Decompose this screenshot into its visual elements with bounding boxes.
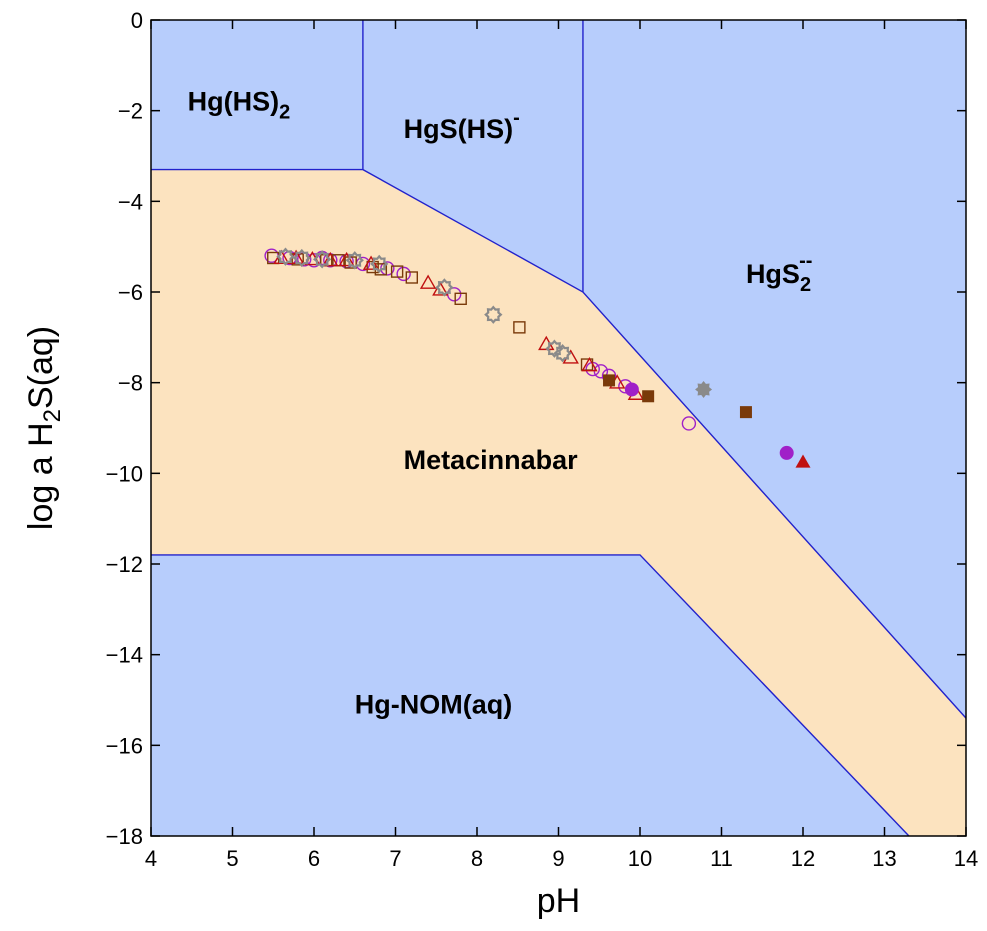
- region-label-subscript: 2: [279, 102, 290, 124]
- data-point-gear-open: [370, 254, 389, 274]
- data-point-square-open: [390, 265, 404, 278]
- data-point-square-open: [454, 292, 467, 305]
- x-tick-label: 8: [471, 846, 483, 871]
- boundary-layer: [151, 20, 967, 837]
- data-point-gear-open: [545, 339, 564, 358]
- data-point-gear-open: [276, 247, 295, 266]
- ticks-layer: 4 5 6 7 8 9 10 11 12 13 14 0 −2 −4 −6 −8 −10 −12 −14 −16 −18: [106, 8, 979, 871]
- y-tick-label: −16: [106, 733, 143, 758]
- region-aqueous-1: [362, 20, 583, 292]
- x-tick-label: 5: [226, 846, 238, 871]
- data-point-triangle-open: [338, 251, 355, 267]
- region-label-3: Metacinnabar: [404, 445, 579, 475]
- data-points-layer: [264, 247, 811, 468]
- region-aqueous-0: [151, 20, 363, 170]
- y-tick-label: −12: [106, 552, 143, 577]
- region-label-subscript: 2: [800, 274, 811, 296]
- data-point-square-filled: [603, 374, 616, 387]
- data-point-triangle-filled: [795, 454, 811, 468]
- data-point-gear-open: [553, 344, 572, 363]
- y-axis-title-rest: S(aq): [22, 326, 60, 409]
- y-tick-label: −4: [118, 189, 143, 214]
- data-point-square-filled: [739, 406, 752, 419]
- y-tick-label: −18: [106, 824, 143, 849]
- data-point-square-open: [513, 321, 526, 334]
- region-label-main: Metacinnabar: [404, 445, 579, 475]
- phase-boundary-0: [151, 168, 967, 719]
- region-label-superscript: --: [799, 250, 812, 272]
- y-tick-label: −2: [118, 99, 143, 124]
- data-point-triangle-open: [419, 274, 437, 289]
- data-point-gear-filled: [695, 380, 713, 398]
- data-point-circle-filled: [624, 382, 639, 397]
- data-point-triangle-open: [322, 251, 339, 267]
- y-tick-label: −14: [106, 643, 143, 668]
- region-label-2: HgS2--: [746, 250, 812, 296]
- region-aqueous-2: [582, 20, 966, 719]
- data-point-square-open: [405, 271, 418, 284]
- x-tick-label: 9: [552, 846, 564, 871]
- phase-boundary-3: [151, 554, 910, 837]
- y-tick-label: −10: [106, 461, 143, 486]
- region-label-4: Hg-NOM(aq): [355, 690, 512, 720]
- region-label-main: HgS: [746, 259, 800, 289]
- data-point-square-open: [366, 260, 379, 274]
- x-tick-label: 4: [145, 846, 157, 871]
- region-label-main: Hg-NOM(aq): [355, 690, 512, 720]
- regions-layer: [151, 20, 966, 837]
- data-point-gear-open: [312, 250, 332, 269]
- data-point-gear-open: [292, 248, 311, 268]
- data-point-triangle-open: [362, 255, 380, 270]
- x-tick-label: 10: [628, 846, 652, 871]
- x-tick-label: 14: [954, 846, 978, 871]
- x-tick-label: 7: [389, 846, 401, 871]
- x-tick-label: 12: [791, 846, 815, 871]
- y-axis-title-subscript: 2: [39, 409, 66, 422]
- region-label-superscript: -: [513, 107, 520, 129]
- data-point-gear-open: [484, 305, 503, 324]
- region-label-main: HgS(HS): [404, 114, 514, 144]
- y-axis-title-main: log a H: [22, 422, 60, 530]
- x-tick-label: 13: [872, 846, 896, 871]
- data-point-square-filled: [642, 390, 655, 403]
- data-point-gear-open: [345, 251, 364, 270]
- x-tick-label: 11: [710, 846, 733, 871]
- data-point-circle-open: [396, 266, 411, 282]
- x-axis-title: pH: [537, 882, 580, 920]
- y-tick-label: −8: [118, 371, 143, 396]
- region-label-1: HgS(HS)-: [404, 107, 520, 144]
- region-label-0: Hg(HS)2: [188, 87, 291, 124]
- data-point-square-open: [332, 254, 345, 267]
- y-tick-label: 0: [131, 8, 143, 33]
- data-point-triangle-open: [581, 357, 598, 372]
- y-tick-label: −6: [118, 280, 143, 305]
- region-solid-3: [151, 169, 966, 837]
- x-tick-label: 6: [308, 846, 320, 871]
- region-aqueous-4: [151, 554, 909, 836]
- region-label-main: Hg(HS): [188, 87, 279, 117]
- region-labels-layer: Hg(HS)2HgS(HS)-HgS2--MetacinnabarHg-NOM(…: [188, 87, 813, 720]
- data-point-circle-filled: [779, 445, 794, 460]
- data-point-circle-open: [681, 416, 697, 431]
- y-axis-title: log a H2S(aq): [22, 326, 66, 530]
- data-point-gear-open: [435, 278, 454, 297]
